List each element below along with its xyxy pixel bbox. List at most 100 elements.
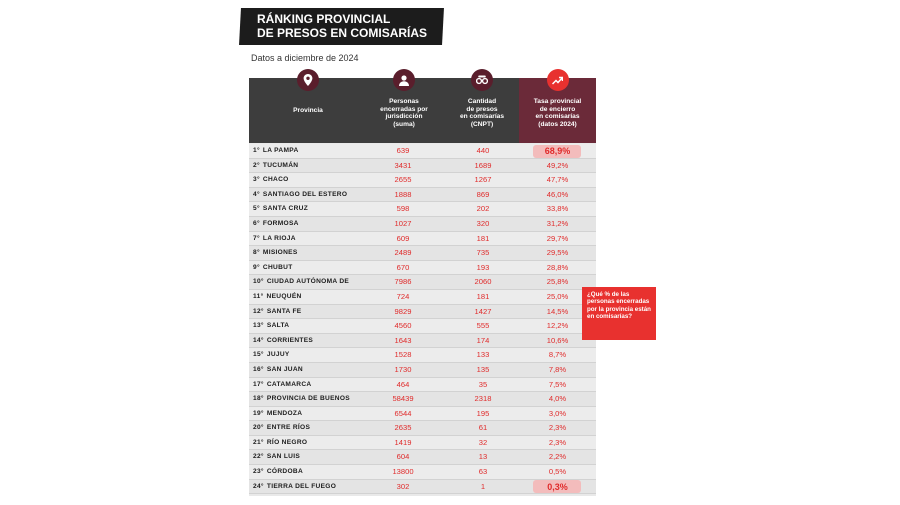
table-row: 9° CHUBUT 670 193 28,8% bbox=[249, 260, 596, 276]
tasa-cell: 10,6% bbox=[546, 335, 569, 345]
tasa-cell: 2,2% bbox=[548, 452, 567, 462]
province-label: JUJUY bbox=[266, 351, 290, 359]
rank-label: 2° bbox=[253, 161, 260, 169]
presos-cell: 35 bbox=[478, 379, 488, 389]
tasa-cell: 7,8% bbox=[548, 364, 567, 374]
presos-cell: 181 bbox=[476, 233, 490, 243]
tasa-cell: 47,7% bbox=[546, 175, 569, 185]
presos-cell: 2060 bbox=[474, 277, 492, 287]
rank-cell: 23° CÓRDOBA bbox=[253, 465, 371, 479]
col-label-line: Tasa provincial bbox=[533, 98, 582, 105]
personas-cell: 464 bbox=[396, 379, 410, 389]
rank-cell: 13° SALTA bbox=[253, 319, 371, 333]
rank-label: 19° bbox=[253, 409, 264, 417]
rank-label: 20° bbox=[253, 424, 264, 432]
col-header-presos: Cantidad de presos en comisarías (CNPT) bbox=[445, 69, 519, 143]
presos-cell: 61 bbox=[478, 423, 488, 433]
province-label: CÓRDOBA bbox=[266, 468, 304, 476]
table-row: 20° ENTRE RÍOS 2635 61 2,3% bbox=[249, 421, 596, 436]
col-label-line: (CNPT) bbox=[470, 120, 494, 128]
tasa-cell: 29,7% bbox=[546, 233, 569, 243]
presos-cell: 13 bbox=[478, 452, 488, 462]
table-row: 1° LA PAMPA 639 440 68,9% bbox=[249, 144, 596, 159]
rank-label: 7° bbox=[253, 234, 260, 242]
province-label: SALTA bbox=[266, 322, 290, 330]
personas-cell: 724 bbox=[396, 291, 410, 301]
rank-label: 24° bbox=[253, 482, 264, 490]
table-row: 12° SANTA FE 9829 1427 14,5% bbox=[249, 304, 596, 320]
rank-cell: 7° LA RIOJA bbox=[253, 232, 371, 246]
rank-cell: 17° CATAMARCA bbox=[253, 378, 371, 392]
province-label: SANTIAGO DEL ESTERO bbox=[262, 190, 348, 198]
rank-label: 4° bbox=[253, 190, 260, 198]
table-row: 18° PROVINCIA DE BUENOS 58439 2318 4,0% bbox=[249, 392, 596, 407]
personas-cell: 2655 bbox=[394, 175, 412, 185]
tasa-cell: 12,2% bbox=[546, 321, 569, 331]
table-row: 11° NEUQUÉN 724 181 25,0% bbox=[249, 289, 596, 305]
presos-cell: 174 bbox=[476, 335, 490, 345]
presos-cell: 202 bbox=[476, 204, 490, 214]
rank-cell: 5° SANTA CRUZ bbox=[253, 202, 371, 216]
tasa-cell: 0,5% bbox=[548, 467, 567, 477]
province-label: LA RIOJA bbox=[262, 234, 296, 242]
rank-cell: 11° NEUQUÉN bbox=[253, 290, 371, 304]
table-row: 10° CIUDAD AUTÓNOMA DE 7986 2060 25,8% bbox=[249, 275, 596, 290]
table-row: 22° SAN LUIS 604 13 2,2% bbox=[249, 450, 596, 466]
rank-label: 1° bbox=[253, 147, 260, 154]
personas-cell: 1419 bbox=[394, 437, 412, 447]
highlight-marker bbox=[533, 144, 581, 158]
presos-cell: 135 bbox=[476, 364, 490, 374]
rank-label: 8° bbox=[253, 249, 260, 257]
table-row: 17° CATAMARCA 464 35 7,5% bbox=[249, 377, 596, 393]
rank-cell: 8° MISIONES bbox=[253, 246, 371, 260]
rank-cell: 18° PROVINCIA DE BUENOS bbox=[253, 392, 371, 406]
rank-cell: 4° SANTIAGO DEL ESTERO bbox=[253, 188, 371, 202]
tasa-cell: 2,3% bbox=[548, 437, 567, 447]
province-label: MENDOZA bbox=[266, 409, 303, 417]
col-label-line: de presos bbox=[466, 105, 498, 113]
table-row: 5° SANTA CRUZ 598 202 33,8% bbox=[249, 202, 596, 217]
rank-cell: 20° ENTRE RÍOS bbox=[253, 421, 371, 435]
rank-cell: 19° MENDOZA bbox=[253, 407, 371, 421]
rank-label: 17° bbox=[253, 380, 264, 388]
table-row: 6° FORMOSA 1027 320 31,2% bbox=[249, 216, 596, 232]
tasa-cell: 31,2% bbox=[546, 218, 569, 228]
province-label: LA PAMPA bbox=[262, 147, 299, 154]
rank-cell: 10° CIUDAD AUTÓNOMA DE bbox=[253, 275, 371, 289]
tasa-cell: 29,5% bbox=[546, 248, 569, 258]
province-label: NEUQUÉN bbox=[266, 292, 302, 300]
table-row: 24° TIERRA DEL FUEGO 302 1 0,3% bbox=[249, 479, 596, 495]
province-label: MISIONES bbox=[262, 249, 298, 257]
province-label: RÍO NEGRO bbox=[266, 438, 308, 446]
presos-cell: 181 bbox=[476, 291, 490, 301]
rank-cell: 3° CHACO bbox=[253, 173, 371, 187]
table-row: 8° MISIONES 2489 735 29,5% bbox=[249, 246, 596, 261]
presos-cell: 1267 bbox=[474, 175, 492, 185]
province-label: TUCUMÁN bbox=[262, 161, 299, 169]
highlight-marker bbox=[533, 480, 581, 494]
rank-cell: 2° TUCUMÁN bbox=[253, 159, 371, 173]
presos-cell: 133 bbox=[476, 350, 490, 360]
personas-cell: 670 bbox=[396, 262, 410, 272]
table-body: 1° LA PAMPA 639 440 68,9% 2° TUCUMÁN 3431 1689 49… bbox=[249, 144, 596, 495]
rank-label: 6° bbox=[253, 219, 260, 227]
handcuffs-icon bbox=[471, 69, 493, 91]
tasa-cell: 8,7% bbox=[548, 350, 567, 360]
rank-cell: 22° SAN LUIS bbox=[253, 450, 371, 464]
col-label-line: en comisarías bbox=[535, 113, 580, 121]
province-label: SAN JUAN bbox=[266, 365, 303, 373]
col-label-line: de encierro bbox=[539, 105, 576, 113]
province-label: CIUDAD AUTÓNOMA DE bbox=[266, 278, 350, 286]
trend-up-icon bbox=[546, 69, 569, 91]
province-label: SANTA FE bbox=[266, 307, 302, 315]
col-header-tasa: Tasa provincial de encierro en comisaría… bbox=[519, 69, 596, 143]
tasa-cell: 68,9% bbox=[544, 146, 571, 156]
rank-label: 22° bbox=[253, 453, 264, 461]
person-icon bbox=[393, 69, 415, 91]
province-label: CHACO bbox=[262, 176, 289, 184]
personas-cell: 2489 bbox=[394, 248, 412, 258]
rank-label: 14° bbox=[253, 336, 264, 344]
presos-cell: 735 bbox=[476, 248, 490, 258]
table-row: 19° MENDOZA 6544 195 3,0% bbox=[249, 406, 596, 422]
rank-label: 21° bbox=[253, 438, 264, 446]
